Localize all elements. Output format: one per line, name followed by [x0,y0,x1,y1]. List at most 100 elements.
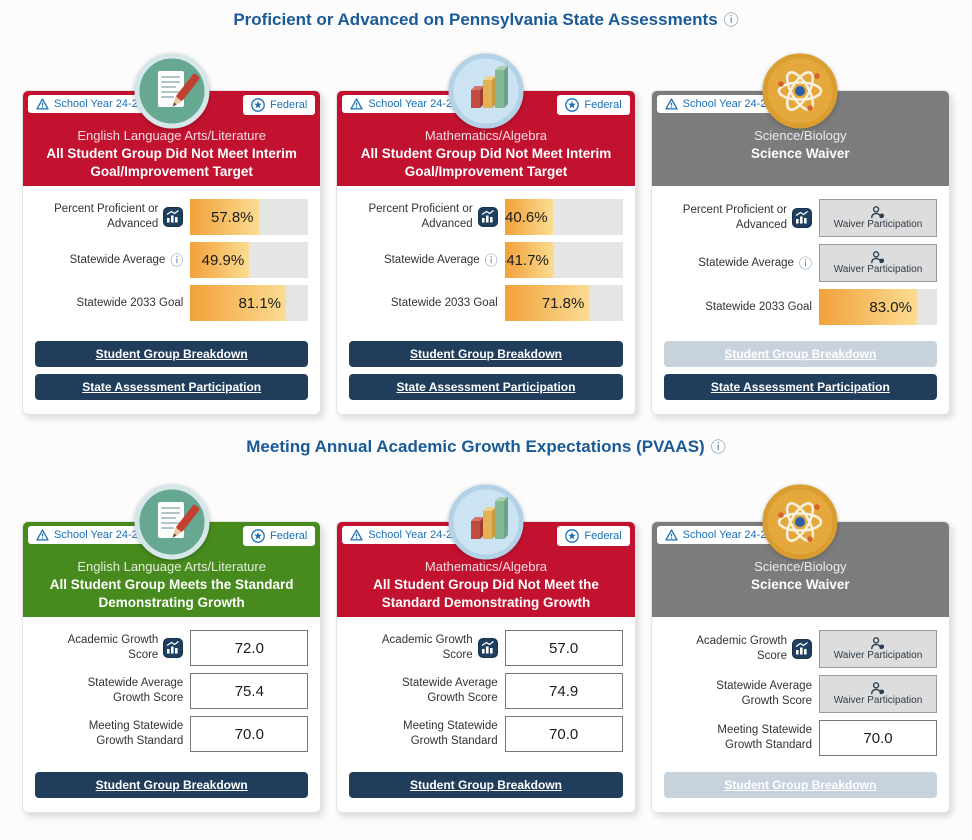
metric-row: Statewide Average Growth Score Waiver Pa… [664,675,937,713]
state-assessment-participation-button[interactable]: State Assessment Participation [663,374,937,400]
school-year-badge[interactable]: School Year 24-25 [342,526,467,544]
school-year-label: School Year 24-25 [682,98,773,110]
chart-icon[interactable] [791,639,812,659]
metric-row: Percent Proficient or Advanced Waiver Pa… [664,199,937,237]
metric-row: Statewide Average ⓘ 41.7% [349,242,623,278]
section-title-text: Proficient or Advanced on Pennsylvania S… [233,10,718,29]
chart-icon[interactable] [163,638,184,658]
federal-badge[interactable]: Federal [243,526,316,546]
science-subject-icon [761,52,839,130]
statewide-goal-bar: 83.0% [818,289,937,325]
cards-row: School Year 24-25 Federal English Langua… [0,53,972,415]
state-assessment-participation-button[interactable]: State Assessment Participation [35,374,309,400]
cards-row: School Year 24-25 Federal English Langua… [0,484,972,813]
info-icon[interactable]: ⓘ [170,252,184,268]
chart-icon[interactable] [477,638,498,658]
school-year-label: School Year 24-25 [54,529,144,541]
card-math-growth: School Year 24-25 Federal Mathematics/Al… [336,484,636,813]
ela-subject-icon [133,52,211,130]
school-year-badge[interactable]: School Year 24-25 [28,95,152,113]
section-title-text: Meeting Annual Academic Growth Expectati… [246,437,705,456]
federal-badge[interactable]: Federal [557,526,630,546]
metric-label: Statewide 2033 Goal [76,296,184,309]
info-icon[interactable]: ⓘ [484,252,498,268]
metric-label: Academic Growth Score [35,633,184,663]
state-assessment-participation-button[interactable]: State Assessment Participation [349,374,623,400]
metric-row: Academic Growth Score 57.0 [349,630,623,666]
metric-label: Statewide Average Growth Score [401,677,498,704]
ela-subject-icon [133,483,211,561]
school-year-label: School Year 24-25 [54,98,144,110]
student-group-breakdown-button[interactable]: Student Group Breakdown [349,772,623,798]
federal-badge[interactable]: Federal [557,95,630,115]
school-year-badge[interactable]: School Year 24-25 [656,526,781,544]
metric-label: Percent Proficient or Advanced [664,203,812,233]
math-subject-icon [447,483,525,561]
metric-row: Statewide 2033 Goal 81.1% [35,285,309,321]
statewide-average-growth-value: 75.4 [190,673,309,709]
waiver-participation-button[interactable]: Waiver Participation [818,199,937,237]
school-year-badge[interactable]: School Year 24-25 [28,526,152,544]
chart-icon[interactable] [791,208,812,228]
school-year-badge[interactable]: School Year 24-25 [656,95,781,113]
statewide-average-bar: 41.7% [504,242,623,278]
subject-name: Science/Biology [754,559,847,574]
waiver-label: Waiver Participation [833,650,923,661]
metrics: Percent Proficient or Advanced 57.8% Sta… [23,186,320,331]
status-text: All Student Group Did Not Meet Interim G… [46,146,297,179]
waiver-participation-button[interactable]: Waiver Participation [818,244,937,282]
student-group-breakdown-button[interactable]: Student Group Breakdown [35,772,309,798]
waiver-participation-button[interactable]: Waiver Participation [818,630,937,668]
student-group-breakdown-button[interactable]: Student Group Breakdown [663,341,937,367]
person-icon [871,637,885,650]
metric-row: Meeting Statewide Growth Standard 70.0 [664,720,937,756]
federal-star-icon [251,98,265,112]
bar-value: 41.7% [506,251,549,269]
section-title-growth: Meeting Annual Academic Growth Expectati… [0,415,972,457]
waiver-participation-button[interactable]: Waiver Participation [818,675,937,713]
metrics: Academic Growth Score Waiver Participati… [652,617,949,762]
student-group-breakdown-button[interactable]: Student Group Breakdown [663,772,937,798]
status-text: All Student Group Meets the Standard Dem… [49,577,294,610]
person-icon [871,251,885,264]
metric-label: Academic Growth Score [664,634,812,664]
metric-label: Academic Growth Score [349,633,498,663]
school-year-badge[interactable]: School Year 24-25 [342,95,467,113]
card-ela-growth: School Year 24-25 Federal English Langua… [22,484,322,813]
metric-row: Statewide Average Growth Score 75.4 [35,673,309,709]
info-icon[interactable]: ⓘ [710,438,726,456]
status-text: All Student Group Did Not Meet the Stand… [373,577,599,610]
metric-row: Statewide 2033 Goal 83.0% [664,289,937,325]
warning-triangle-icon [664,529,678,541]
warning-triangle-icon [36,529,49,541]
metric-label: Statewide 2033 Goal [390,296,498,309]
metric-label: Statewide Average ⓘ [383,252,498,268]
metric-label: Statewide Average ⓘ [698,255,812,271]
growth-standard-value: 70.0 [190,716,309,752]
badge-row: School Year 24-25 [656,95,944,117]
card-buttons: Student Group Breakdown State Assessment… [337,331,634,414]
growth-standard-value: 70.0 [504,716,623,752]
info-icon[interactable]: ⓘ [798,255,812,271]
chart-icon[interactable] [163,207,184,227]
federal-badge[interactable]: Federal [243,95,316,115]
badge-row: School Year 24-25 Federal [342,526,630,548]
metrics: Academic Growth Score 72.0 Statewide Ave… [23,617,320,762]
percent-proficient-bar: 57.8% [190,199,309,235]
student-group-breakdown-button[interactable]: Student Group Breakdown [35,341,309,367]
chart-icon[interactable] [477,207,498,227]
science-subject-icon [761,483,839,561]
card-buttons: Student Group Breakdown [652,762,949,812]
metric-row: Statewide Average Growth Score 74.9 [349,673,623,709]
federal-label: Federal [584,99,622,111]
subject-name: Science/Biology [754,128,847,143]
bar-value: 83.0% [869,298,912,316]
metric-row: Statewide Average ⓘ 49.9% [35,242,309,278]
info-icon[interactable]: ⓘ [723,11,739,29]
growth-standard-value: 70.0 [818,720,937,756]
student-group-breakdown-button[interactable]: Student Group Breakdown [349,341,623,367]
federal-star-icon [251,529,265,543]
statewide-average-growth-value: 74.9 [504,673,623,709]
warning-triangle-icon [36,98,49,110]
bar-value: 81.1% [238,294,282,312]
